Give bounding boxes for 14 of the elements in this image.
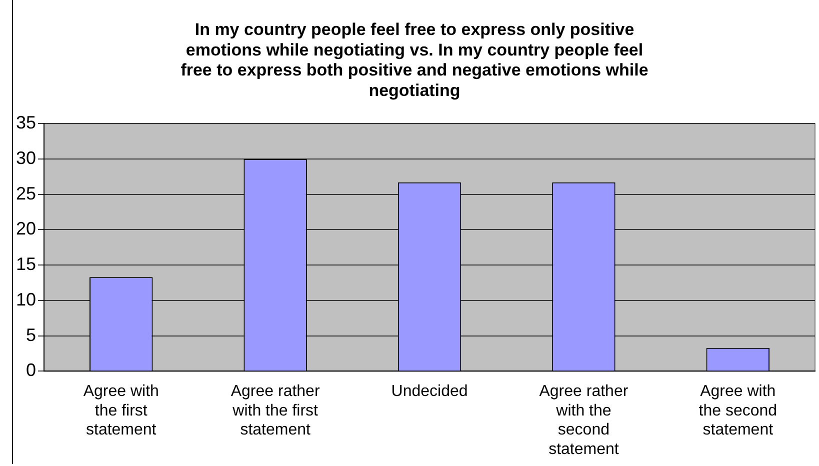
y-tick-label: 35 bbox=[16, 112, 36, 133]
chart-title: In my country people feel free to express only positive emotions while negotiating vs. In my country people feel free to express both positive and negative emotions while negotiating bbox=[180, 20, 648, 100]
x-tick-label: Agree with the second statement bbox=[698, 383, 778, 439]
x-tick-label: Agree rather with the second statement bbox=[539, 383, 629, 458]
y-tick-label: 10 bbox=[16, 289, 36, 310]
y-tick-label: 5 bbox=[26, 324, 36, 345]
y-tick-label: 30 bbox=[16, 148, 36, 168]
x-tick-label: Agree rather with the first statement bbox=[230, 383, 320, 439]
y-tick-label: 20 bbox=[16, 218, 36, 239]
y-tick-label: 15 bbox=[16, 254, 36, 274]
y-tick-label: 25 bbox=[16, 183, 36, 204]
x-tick-label: Undecided bbox=[391, 383, 468, 400]
y-tick-label: 0 bbox=[26, 360, 36, 380]
x-tick-label: Agree with the first statement bbox=[83, 383, 159, 439]
